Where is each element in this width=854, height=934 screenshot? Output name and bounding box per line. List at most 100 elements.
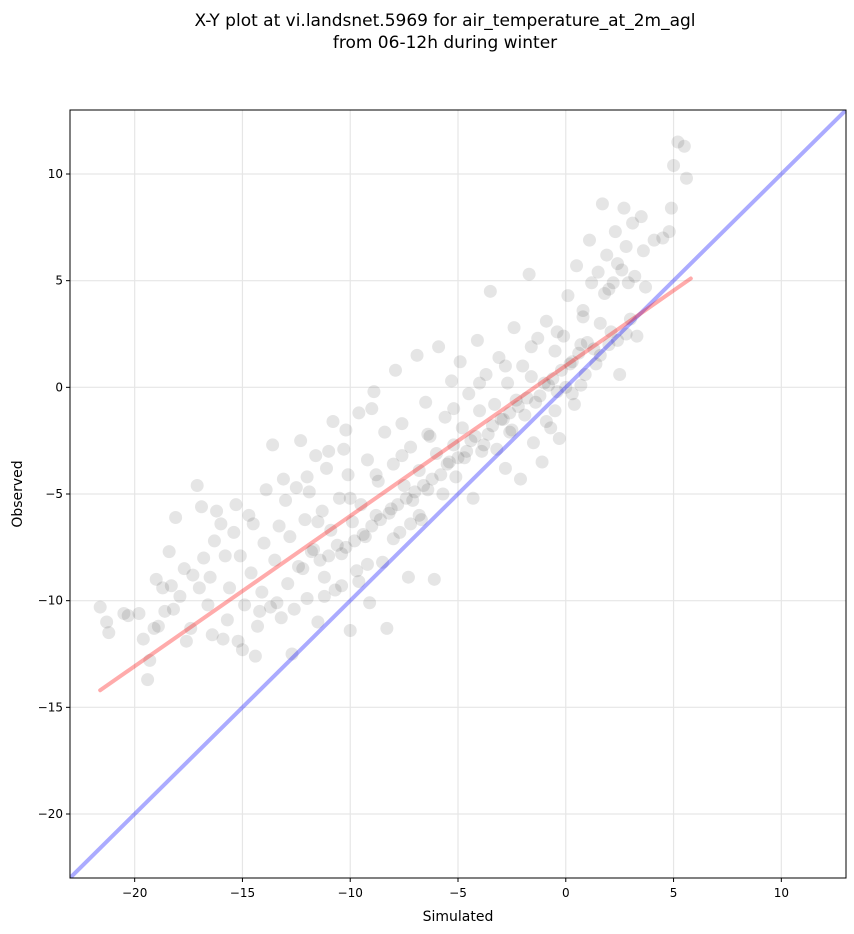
data-point — [440, 457, 454, 471]
x-axis-label: Simulated — [423, 909, 494, 925]
data-point — [602, 282, 616, 296]
data-point — [365, 519, 379, 533]
data-point — [621, 276, 635, 290]
data-point — [503, 425, 517, 439]
data-point — [304, 545, 318, 559]
data-point — [322, 444, 336, 458]
data-point — [373, 513, 387, 527]
data-point — [432, 340, 446, 354]
data-point — [207, 534, 221, 548]
data-point — [287, 602, 301, 616]
data-point — [615, 263, 629, 277]
data-point — [611, 257, 625, 271]
x-tick-label: −5 — [449, 886, 467, 900]
data-point — [376, 555, 390, 569]
data-point — [526, 436, 540, 450]
data-point — [348, 534, 362, 548]
grid-lines — [70, 110, 846, 878]
data-point — [173, 589, 187, 603]
data-point — [425, 472, 439, 486]
data-point — [356, 528, 370, 542]
data-point — [574, 338, 588, 352]
data-point — [384, 502, 398, 516]
data-point — [522, 267, 536, 281]
data-point — [335, 579, 349, 593]
data-point — [285, 647, 299, 661]
data-point — [317, 570, 331, 584]
data-point — [455, 421, 469, 435]
data-point — [492, 350, 506, 364]
data-point — [626, 216, 640, 230]
data-point — [442, 455, 456, 469]
data-point — [419, 395, 433, 409]
data-point — [149, 572, 163, 586]
data-point — [270, 596, 284, 610]
data-point — [434, 468, 448, 482]
data-point — [190, 478, 204, 492]
data-point — [201, 598, 215, 612]
data-point — [677, 139, 691, 153]
data-point — [524, 370, 538, 384]
data-point — [339, 423, 353, 437]
data-point — [477, 438, 491, 452]
data-point — [559, 380, 573, 394]
chart-title-line-1: X-Y plot at vi.landsnet.5969 for air_tem… — [194, 11, 695, 31]
data-point — [595, 197, 609, 211]
data-point — [401, 570, 415, 584]
y-axis-label: Observed — [10, 460, 26, 527]
y-tick-label: −5 — [45, 487, 63, 501]
data-point — [164, 579, 178, 593]
fit-lines — [70, 110, 846, 878]
data-point — [619, 240, 633, 254]
data-point — [136, 632, 150, 646]
y-tick-label: 0 — [55, 380, 63, 394]
data-point — [395, 417, 409, 431]
data-point — [623, 312, 637, 326]
data-point — [561, 289, 575, 303]
data-point — [365, 402, 379, 416]
x-axis-ticks: −20 −15 −10 −5 0 5 10 — [122, 878, 789, 900]
scatter-points — [93, 135, 693, 687]
data-point — [205, 628, 219, 642]
data-point — [397, 478, 411, 492]
data-point — [214, 517, 228, 531]
data-point — [507, 321, 521, 335]
data-point — [223, 581, 237, 595]
data-point — [147, 621, 161, 635]
data-point — [608, 225, 622, 239]
data-point — [606, 276, 620, 290]
data-point — [667, 158, 681, 172]
data-point — [276, 472, 290, 486]
data-point — [371, 474, 385, 488]
data-point — [386, 532, 400, 546]
data-point — [259, 483, 273, 497]
data-point — [248, 649, 262, 663]
data-point — [203, 570, 217, 584]
data-point — [421, 427, 435, 441]
data-point — [272, 519, 286, 533]
data-point — [322, 549, 336, 563]
data-point — [457, 451, 471, 465]
data-point — [283, 530, 297, 544]
data-point — [481, 427, 495, 441]
data-point — [604, 325, 618, 339]
data-point — [117, 606, 131, 620]
data-point — [192, 581, 206, 595]
data-point — [395, 449, 409, 463]
data-point — [475, 444, 489, 458]
data-point — [350, 564, 364, 578]
data-point — [449, 470, 463, 484]
data-point — [576, 304, 590, 318]
data-point — [300, 470, 314, 484]
data-point — [360, 453, 374, 467]
data-point — [393, 525, 407, 539]
data-point — [363, 596, 377, 610]
data-point — [360, 557, 374, 571]
data-point — [289, 481, 303, 495]
data-point — [498, 461, 512, 475]
data-point — [179, 634, 193, 648]
y-axis-ticks: −20 −15 −10 −5 0 5 10 — [38, 167, 70, 821]
data-point — [537, 376, 551, 390]
data-point — [600, 248, 614, 262]
data-point — [311, 515, 325, 529]
